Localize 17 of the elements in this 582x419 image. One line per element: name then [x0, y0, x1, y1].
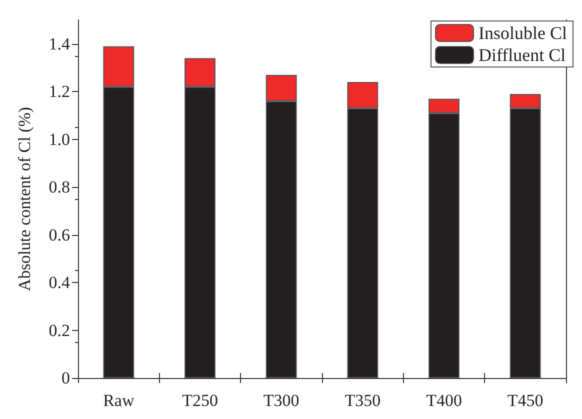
y-tick-label: 1.2	[48, 82, 70, 102]
x-tick-label: T250	[182, 391, 218, 410]
y-tick-label: 0.6	[48, 225, 70, 244]
x-tick-label: T450	[507, 391, 544, 410]
x-tick-label: T350	[344, 391, 381, 410]
x-tick-label: Raw	[103, 391, 135, 410]
y-tick-label: 0.2	[48, 320, 70, 340]
legend-label: Diffluent Cl	[478, 45, 566, 65]
y-tick-label: 1.0	[48, 130, 70, 149]
y-tick-label: 0.8	[48, 178, 70, 197]
legend-label: Insoluble Cl	[478, 23, 568, 43]
y-tick-label: 1.4	[48, 34, 70, 54]
x-tick-label: T400	[426, 391, 462, 410]
y-tick-label: 0	[62, 368, 70, 388]
x-tick-label: T300	[263, 391, 300, 410]
y-axis-title: Absolute content of Cl (%)	[15, 106, 34, 292]
y-tick-label: 0.4	[48, 273, 70, 292]
